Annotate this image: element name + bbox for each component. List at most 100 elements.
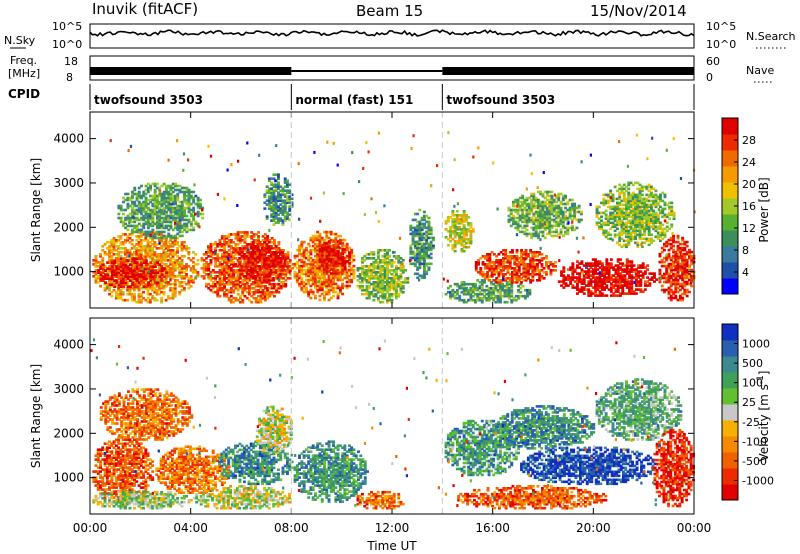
heatmap-cell	[548, 202, 552, 206]
heatmap-cell	[516, 220, 520, 224]
heatmap-cell	[451, 288, 455, 292]
heatmap-cell	[386, 279, 389, 282]
heatmap-cell	[381, 269, 385, 272]
heatmap-cell	[137, 231, 141, 234]
heatmap-cell	[139, 249, 143, 252]
heatmap-cell	[130, 255, 134, 258]
heatmap-cell	[162, 237, 166, 240]
heatmap-cell	[416, 242, 420, 246]
heatmap-cell	[386, 255, 389, 258]
heatmap-cell	[339, 242, 342, 245]
heatmap-cell	[173, 284, 177, 288]
heatmap-cell	[529, 267, 533, 270]
heatmap-cell	[135, 251, 139, 254]
heatmap-cell	[465, 220, 468, 223]
heatmap-cell	[332, 268, 336, 271]
heatmap-cell	[330, 248, 333, 251]
heatmap-cell	[267, 257, 271, 260]
heatmap-cell	[274, 253, 278, 256]
heatmap-cell	[537, 210, 540, 214]
heatmap-cell	[376, 255, 380, 258]
heatmap-cell	[196, 212, 200, 216]
heatmap-cell	[135, 285, 139, 288]
heatmap-cell	[374, 271, 378, 274]
heatmap-cell	[252, 296, 256, 300]
heatmap-cell	[157, 288, 161, 292]
heatmap-cell	[220, 288, 224, 292]
heatmap-cell	[515, 265, 519, 268]
heatmap-cell	[133, 216, 137, 220]
heatmap-cell	[192, 198, 196, 202]
heatmap-cell	[399, 269, 403, 272]
heatmap-cell	[516, 216, 520, 220]
heatmap-cell	[131, 206, 134, 210]
heatmap-cell	[388, 263, 392, 266]
heatmap-cell	[229, 279, 233, 282]
heatmap-cell	[318, 234, 322, 238]
heatmap-cell	[489, 294, 493, 298]
heatmap-cell	[165, 196, 168, 200]
heatmap-cell	[444, 220, 448, 223]
heatmap-cell	[144, 216, 148, 220]
heatmap-cell	[245, 231, 249, 234]
heatmap-cell	[257, 237, 260, 240]
heatmap-cell	[307, 290, 311, 294]
heatmap-cell	[288, 269, 292, 272]
heatmap-cell	[293, 270, 297, 274]
heatmap-cell	[517, 279, 521, 282]
heatmap-cell	[256, 245, 260, 248]
heatmap-cell	[242, 275, 246, 278]
heatmap-cell	[467, 228, 471, 231]
heatmap-cell	[423, 242, 426, 246]
heatmap-cell	[257, 265, 260, 268]
heatmap-cell	[336, 242, 340, 246]
heatmap-cell	[117, 275, 121, 278]
heatmap-cell	[345, 254, 349, 258]
heatmap-cell	[277, 185, 280, 188]
heatmap-cell	[420, 232, 424, 236]
heatmap-cell	[469, 235, 473, 239]
heatmap-cell	[194, 202, 198, 206]
heatmap-cell	[332, 232, 335, 236]
heatmap-cell	[523, 206, 527, 210]
heatmap-cell	[122, 224, 125, 228]
heatmap-cell	[263, 247, 266, 250]
heatmap-cell	[137, 218, 141, 222]
heatmap-cell	[180, 255, 184, 258]
heatmap-cell	[523, 202, 527, 206]
heatmap-cell	[509, 216, 513, 220]
heatmap-cell	[160, 261, 164, 264]
heatmap-cell	[187, 206, 191, 210]
heatmap-cell	[274, 195, 278, 198]
heatmap-cell	[171, 208, 175, 212]
heatmap-cell	[149, 216, 152, 220]
heatmap-cell	[261, 294, 265, 298]
heatmap-cell	[469, 286, 473, 290]
heatmap-cell	[173, 241, 177, 244]
heatmap-cell	[327, 274, 331, 278]
heatmap-cell	[272, 173, 276, 176]
heatmap-cell	[309, 250, 313, 254]
heatmap-cell	[169, 224, 173, 228]
heatmap-cell	[332, 276, 335, 280]
heatmap-cell	[104, 269, 107, 272]
heatmap-cell	[336, 262, 340, 265]
heatmap-cell	[532, 204, 536, 208]
heatmap-cell	[232, 241, 236, 244]
heatmap-cell	[167, 241, 170, 244]
heatmap-cell	[549, 273, 553, 276]
heatmap-cell	[314, 278, 317, 282]
heatmap-cell	[105, 247, 109, 250]
heatmap-cell	[169, 184, 173, 188]
heatmap-cell	[543, 226, 547, 230]
heatmap-cell	[218, 277, 222, 280]
heatmap-cell	[365, 290, 369, 294]
heatmap-cell	[334, 270, 338, 273]
heatmap-cell	[229, 255, 233, 258]
heatmap-cell	[274, 205, 278, 208]
heatmap-cell	[185, 188, 189, 192]
heatmap-cell	[263, 292, 267, 296]
heatmap-cell	[178, 226, 182, 230]
heatmap-cell	[266, 237, 270, 240]
heatmap-cell	[409, 246, 413, 250]
